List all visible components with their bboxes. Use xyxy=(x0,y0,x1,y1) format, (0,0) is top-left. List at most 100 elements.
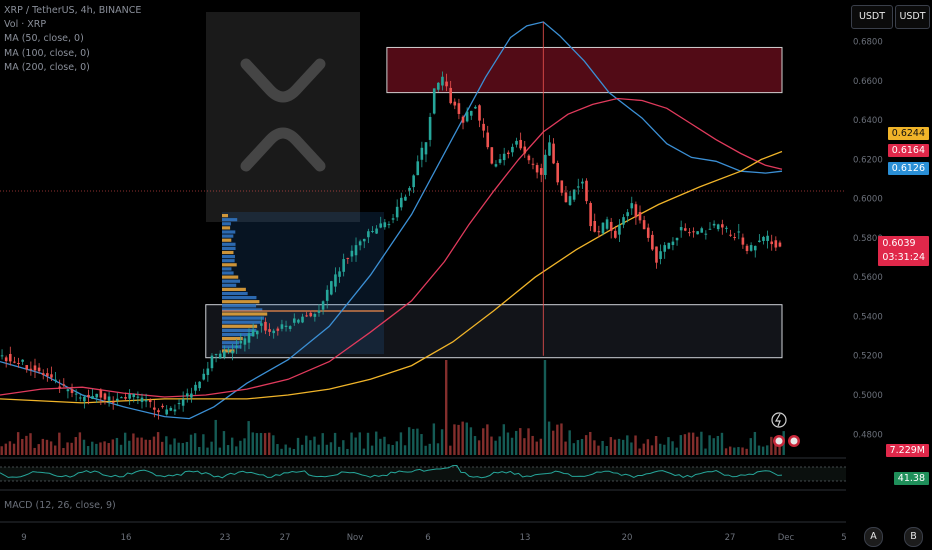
volume-bar xyxy=(276,444,279,455)
volume-bar xyxy=(584,435,588,455)
currency-button-1[interactable]: USDT xyxy=(851,5,893,29)
candle-body xyxy=(659,251,662,260)
volume-bar xyxy=(453,424,456,455)
volume-legend[interactable]: Vol · XRP xyxy=(4,19,47,31)
candle-body xyxy=(548,142,551,156)
macd-legend[interactable]: MACD (12, 26, close, 9) xyxy=(4,500,116,511)
candle-body xyxy=(494,164,498,167)
candle-body xyxy=(153,407,156,410)
candle-body xyxy=(272,330,275,334)
volume-profile-bar xyxy=(222,296,257,300)
currency-button-2[interactable]: USDT xyxy=(895,5,930,29)
candle-body xyxy=(334,274,337,287)
candle-body xyxy=(70,389,74,393)
volume-bar xyxy=(704,448,707,455)
volume-bar xyxy=(226,445,230,455)
volume-bar xyxy=(572,443,575,455)
volume-bar xyxy=(654,435,658,455)
volume-bar xyxy=(74,437,77,455)
xrp-logo-watermark xyxy=(206,12,360,222)
volume-bar xyxy=(370,445,374,455)
volume-bar xyxy=(712,438,715,455)
candle-body xyxy=(214,353,218,355)
candle-body xyxy=(206,368,210,375)
candle-body xyxy=(622,217,625,225)
volume-bar xyxy=(749,438,752,455)
candle-body xyxy=(638,212,642,221)
volume-bar xyxy=(91,441,94,455)
volume-bar xyxy=(33,447,36,455)
candle-body xyxy=(552,143,555,164)
candle-body xyxy=(173,409,177,412)
candle-body xyxy=(498,159,502,163)
candle-body xyxy=(581,181,584,184)
volume-bar xyxy=(243,438,246,455)
volume-bar xyxy=(650,445,654,455)
candle-body xyxy=(712,223,716,226)
candle-body xyxy=(194,384,197,391)
candle-body xyxy=(568,196,572,205)
candle-body xyxy=(387,224,391,226)
volume-profile-bar xyxy=(222,230,236,234)
candle-body xyxy=(490,147,494,164)
candle-body xyxy=(301,316,304,323)
ma100-legend[interactable]: MA (100, close, 0) xyxy=(4,47,90,59)
candle-body xyxy=(165,409,168,415)
volume-bar xyxy=(445,360,448,455)
volume-bar xyxy=(296,437,300,455)
volume-bar xyxy=(66,442,69,455)
volume-bar xyxy=(239,440,242,455)
volume-bar xyxy=(403,445,407,455)
ma-line-3[interactable] xyxy=(0,150,783,404)
candle-body xyxy=(420,147,424,160)
volume-bar xyxy=(642,443,645,455)
log-scale-button[interactable]: B xyxy=(904,527,923,547)
volume-profile-bar xyxy=(222,308,263,312)
volume-bar xyxy=(737,447,740,455)
volume-bar xyxy=(4,443,8,455)
volume-bar xyxy=(457,424,460,455)
candle-body xyxy=(564,192,568,203)
candle-body xyxy=(66,389,70,392)
volume-profile-bar xyxy=(222,291,248,296)
volume-bar xyxy=(482,428,485,455)
volume-bar xyxy=(362,448,366,455)
symbol-title[interactable]: XRP / TetherUS, 4h, BINANCE xyxy=(4,5,142,16)
candle-body xyxy=(507,152,510,155)
candle-body xyxy=(626,212,629,217)
volume-bar xyxy=(391,444,394,455)
candle-body xyxy=(441,76,444,86)
resistance-zone[interactable] xyxy=(386,46,783,94)
volume-bar xyxy=(317,444,320,455)
y-axis-tick-label: 0.5000 xyxy=(853,391,883,401)
volume-bar xyxy=(766,445,769,455)
candle-body xyxy=(474,106,477,109)
candle-body xyxy=(424,142,428,155)
x-axis-tick-label: 5 xyxy=(841,533,846,543)
volume-bar xyxy=(523,438,526,455)
volume-bar xyxy=(337,446,341,455)
event-flags[interactable] xyxy=(771,412,800,447)
candle-body xyxy=(33,365,37,371)
macd-panel xyxy=(0,489,846,523)
volume-bar xyxy=(469,427,473,455)
ma-line-1[interactable] xyxy=(0,21,783,420)
x-axis-tick-label: Nov xyxy=(347,533,364,543)
candle-body xyxy=(408,187,411,191)
candle-body xyxy=(716,224,720,230)
ma200-legend[interactable]: MA (200, close, 0) xyxy=(4,61,90,73)
candle-body xyxy=(95,393,99,398)
ma-line-2[interactable] xyxy=(0,97,783,398)
ma50-legend[interactable]: MA (50, close, 0) xyxy=(4,33,84,45)
candle-body xyxy=(774,240,778,248)
volume-bar xyxy=(95,443,98,455)
candle-body xyxy=(99,389,103,398)
volume-bar xyxy=(436,443,440,455)
candle-body xyxy=(313,314,317,317)
candle-body xyxy=(753,245,757,251)
volume-bar xyxy=(753,431,757,455)
auto-scale-button[interactable]: A xyxy=(864,527,883,547)
volume-bar xyxy=(41,438,45,455)
volume-profile-bar xyxy=(222,328,257,332)
